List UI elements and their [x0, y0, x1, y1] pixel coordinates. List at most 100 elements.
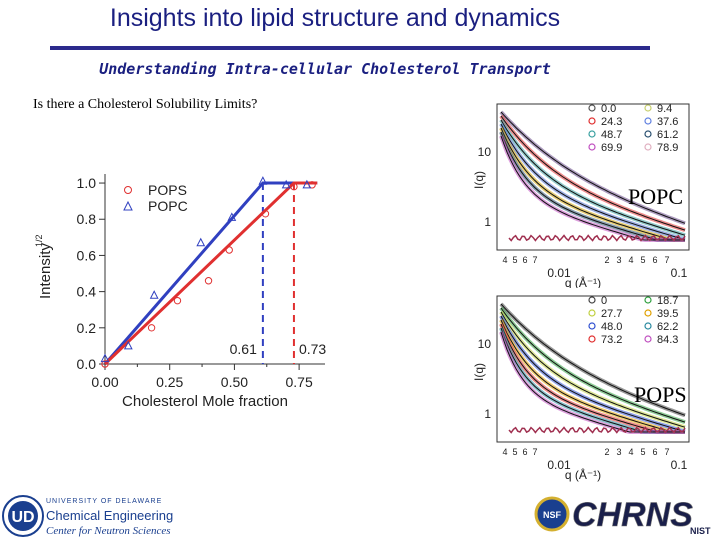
x-tick-label: 0.75 — [285, 374, 312, 390]
x-minor-tick-label: 7 — [664, 447, 669, 457]
x-axis-label: q (Å⁻¹) — [565, 275, 601, 288]
x-axis-label: Cholesterol Mole fraction — [122, 393, 288, 410]
svg-text:UD: UD — [11, 509, 34, 526]
fit-line-pops — [103, 181, 318, 366]
x-minor-tick-label: 6 — [522, 447, 527, 457]
legend-marker — [588, 335, 596, 343]
legend-marker — [588, 143, 596, 151]
x-minor-tick-label: 4 — [502, 255, 507, 265]
fit-curve — [500, 135, 685, 241]
data-point-popc — [302, 179, 312, 189]
x-tick-label: 0.00 — [91, 374, 118, 390]
data-point-popc — [258, 176, 268, 185]
legend-marker — [644, 309, 652, 317]
y-tick-label: 0.0 — [77, 356, 97, 372]
fit-curve — [500, 319, 685, 433]
legend-label-pops: POPS — [148, 182, 187, 198]
university-seal-logo: UD — [2, 495, 44, 537]
legend-marker — [644, 335, 652, 343]
fit-curve — [500, 303, 686, 416]
fit-curve — [500, 111, 686, 224]
department-name: Chemical Engineering — [46, 508, 174, 523]
legend-label: 27.7 — [601, 308, 622, 320]
legend-label: 0.0 — [601, 103, 616, 115]
chrns-logo: NSF CHRNS NIST — [534, 496, 711, 536]
data-point-popc — [281, 179, 291, 189]
x-tick-label: 0.1 — [671, 266, 688, 280]
data-point-pops — [101, 360, 109, 368]
fit-curve — [500, 115, 686, 231]
fit-curve — [500, 123, 686, 241]
slide-title: Insights into lipid structure and dynami… — [109, 4, 561, 32]
noisy-baseline — [508, 234, 686, 242]
legend-label: 61.2 — [657, 129, 678, 141]
x-minor-tick-label: 6 — [652, 447, 657, 457]
x-minor-tick-label: 2 — [604, 255, 609, 265]
data-point-popc — [123, 340, 133, 350]
legend-marker-pops — [124, 186, 132, 194]
data-point-pops — [290, 182, 298, 191]
legend-marker — [588, 322, 596, 330]
legend-marker — [588, 130, 596, 138]
legend-marker — [588, 104, 596, 112]
x-minor-tick-label: 4 — [502, 447, 507, 457]
x-tick-label: 0.25 — [156, 374, 183, 390]
x-minor-tick-label: 3 — [616, 447, 621, 457]
data-point-popc — [149, 290, 159, 299]
legend-label: 48.7 — [601, 129, 622, 141]
slide-subtitle: Understanding Intra-cellular Cholesterol… — [99, 60, 551, 78]
legend-marker — [644, 117, 652, 125]
y-tick-label: 0.6 — [77, 247, 97, 263]
fit-curve — [500, 331, 685, 433]
legend-marker — [644, 130, 652, 138]
x-minor-tick-label: 3 — [616, 255, 621, 265]
legend-marker — [588, 309, 596, 317]
legend-label: 37.6 — [657, 116, 678, 128]
fit-curve — [500, 315, 686, 433]
x-minor-tick-label: 7 — [532, 447, 537, 457]
title-underline — [50, 46, 650, 50]
legend-label-popc: POPC — [148, 198, 188, 214]
y-tick-label: 10 — [478, 337, 492, 351]
data-point-pops — [147, 324, 156, 332]
legend-marker — [644, 322, 652, 330]
legend-marker — [644, 296, 652, 304]
legend-label: 9.4 — [657, 103, 672, 115]
legend-label: 69.9 — [601, 142, 622, 154]
legend-marker-popc — [123, 200, 133, 211]
y-tick-label: 0.2 — [77, 320, 97, 336]
x-minor-tick-label: 4 — [628, 447, 633, 457]
data-point-pops — [225, 246, 233, 254]
x-minor-tick-label: 6 — [652, 255, 657, 265]
x-minor-tick-label: 4 — [628, 255, 633, 265]
x-minor-tick-label: 5 — [640, 255, 645, 265]
legend-label: 24.3 — [601, 116, 622, 128]
y-axis-label: I(q) — [472, 363, 486, 381]
legend-label: 73.2 — [601, 334, 622, 346]
legend-label: 48.0 — [601, 321, 622, 333]
legend-label: 62.2 — [657, 321, 678, 333]
pops-label: POPS — [634, 382, 687, 407]
fit-curve — [500, 119, 686, 236]
legend-marker — [588, 117, 596, 125]
legend-label: 78.9 — [657, 142, 678, 154]
legend-label: 84.3 — [657, 334, 678, 346]
data-point-pops — [204, 277, 213, 285]
x-minor-tick-label: 5 — [512, 447, 517, 457]
y-axis-label: Intensity — [37, 243, 54, 299]
noisy-baseline — [508, 426, 686, 434]
data-point-pops — [173, 296, 182, 305]
fit-curve — [500, 307, 686, 423]
fit-curve — [500, 311, 686, 428]
legend-marker — [644, 143, 652, 151]
legend-marker — [588, 296, 596, 304]
x-minor-tick-label: 7 — [532, 255, 537, 265]
solubility-chart: 0.0 0.2 0.4 0.6 0.8 1.0 0.00 0.25 0.50 0.75 Choles… — [34, 174, 326, 410]
x-minor-tick-label: 2 — [604, 447, 609, 457]
y-axis-label: I(q) — [472, 171, 486, 189]
x-axis-label: q (Å⁻¹) — [565, 467, 601, 482]
y-tick-label: 0.8 — [77, 211, 97, 227]
y-tick-label: 1 — [484, 407, 491, 421]
